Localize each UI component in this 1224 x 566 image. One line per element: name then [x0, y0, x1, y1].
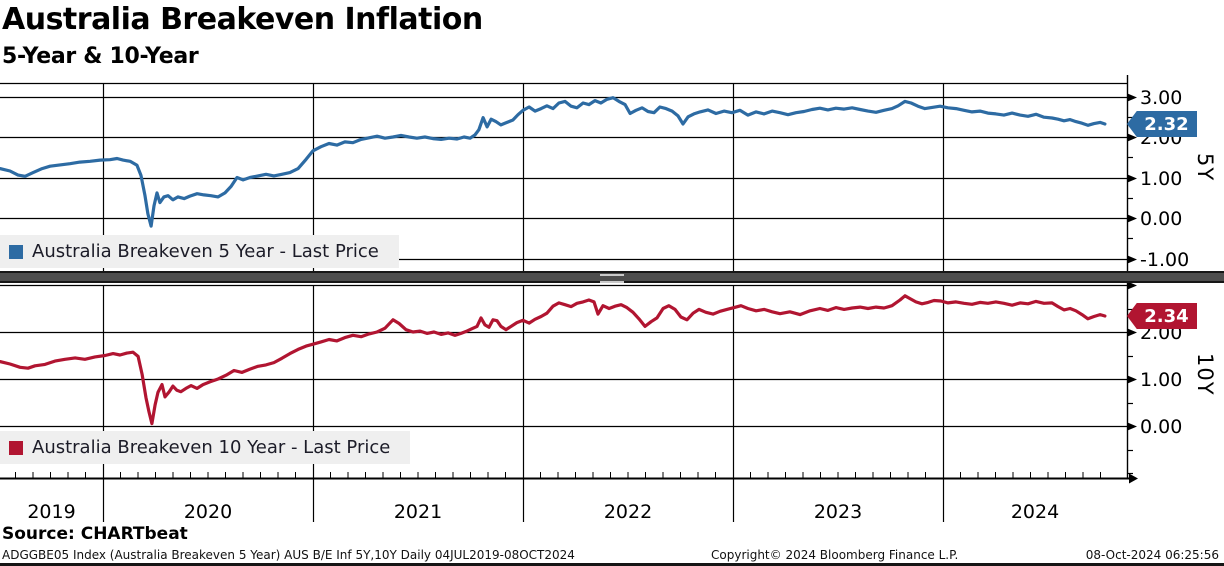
last-price-badge-5y: 2.32	[1127, 111, 1197, 137]
xtick-year-label: 2019	[27, 501, 76, 523]
axis-tick-arrow-icon	[1127, 375, 1137, 384]
ytick-label: 0.00	[1140, 415, 1183, 438]
footer-copyright: Copyright© 2024 Bloomberg Finance L.P.	[711, 548, 959, 562]
xtick-year-label: 2022	[603, 501, 653, 523]
last-price-badge-10y: 2.34	[1127, 303, 1197, 329]
xtick-year-label: 2024	[1010, 501, 1060, 523]
ytick-label: 3.00	[1140, 86, 1183, 109]
grip-icon	[600, 274, 624, 283]
legend-label-5y: Australia Breakeven 5 Year - Last Price	[32, 241, 379, 262]
window-bottom-edge	[0, 563, 1224, 566]
xtick-year-label: 2023	[813, 501, 863, 523]
axis-label-5y: 5Y	[1193, 153, 1217, 182]
ytick-label: 1.00	[1140, 167, 1183, 190]
axis-tick-arrow-icon	[1127, 328, 1137, 337]
chart-title: Australia Breakeven Inflation	[2, 2, 483, 37]
ytick-label: 1.00	[1140, 368, 1183, 391]
footer-datetime: 08-Oct-2024 06:25:56	[1085, 548, 1219, 562]
axis-tick-arrow-icon	[1127, 281, 1137, 290]
series-line-10y	[0, 294, 1107, 426]
ytick-label: -1.00	[1140, 248, 1190, 271]
legend-5y[interactable]: Australia Breakeven 5 Year - Last Price	[0, 235, 399, 268]
source-line: Source: CHARTbeat	[2, 524, 188, 544]
xtick-year-label: 2020	[183, 501, 233, 523]
legend-label-10y: Australia Breakeven 10 Year - Last Price	[32, 437, 391, 458]
series-line-5y	[0, 96, 1107, 228]
axis-label-10y: 10Y	[1193, 353, 1217, 396]
chart-subtitle: 5-Year & 10-Year	[2, 44, 199, 69]
axis-tick-arrow-icon	[1127, 255, 1137, 264]
footer-security-info: ADGGBE05 Index (Australia Breakeven 5 Ye…	[2, 548, 575, 562]
axis-tick-arrow-icon	[1127, 214, 1137, 223]
xtick-year-label: 2021	[393, 501, 443, 523]
legend-swatch-10y-icon	[9, 440, 23, 455]
axis-tick-arrow-icon	[1127, 133, 1137, 142]
axis-tick-arrow-icon	[1127, 93, 1137, 102]
legend-swatch-5y-icon	[9, 244, 23, 259]
panel-resize-handle[interactable]	[0, 271, 1224, 283]
axis-tick-arrow-icon	[1127, 174, 1137, 183]
x-axis-arrow-icon	[1129, 473, 1138, 484]
ytick-label: 0.00	[1140, 207, 1183, 230]
legend-10y[interactable]: Australia Breakeven 10 Year - Last Price	[0, 431, 411, 464]
axis-tick-arrow-icon	[1127, 422, 1137, 431]
